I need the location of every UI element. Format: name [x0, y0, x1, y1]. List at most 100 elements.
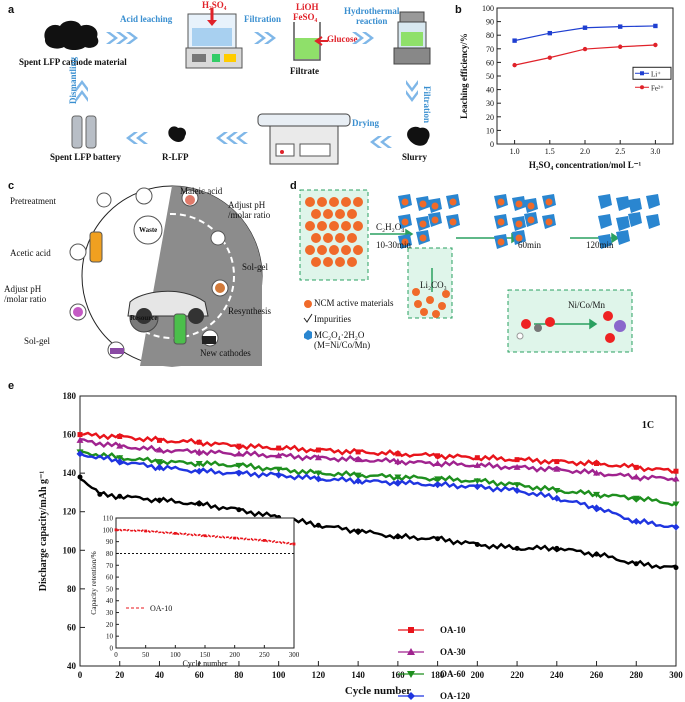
- x-tick-label: 180: [431, 670, 445, 680]
- data-point: [236, 443, 242, 449]
- ncm-particle: [335, 257, 345, 267]
- oxalate-crystal: [628, 198, 642, 213]
- data-point: [473, 478, 481, 485]
- inset-y-tick-label: 50: [106, 585, 114, 593]
- inset-x-axis-label: Cycle number: [182, 659, 227, 668]
- ncm-core: [515, 234, 523, 242]
- x-axis-label: H₂SO₄ concentration/mol L⁻¹: [529, 160, 642, 170]
- data-point: [196, 439, 202, 445]
- y-tick-label: 120: [63, 507, 77, 517]
- label-hydrothermal: Hydrothermal: [344, 6, 400, 16]
- data-point: [235, 469, 243, 477]
- series-OA-60: [76, 449, 680, 508]
- y-tick-label: 60: [486, 58, 494, 67]
- x-tick-label: 220: [510, 670, 524, 680]
- ncm-particle: [341, 197, 351, 207]
- ncm-particle: [353, 197, 363, 207]
- label-maleic: Maleic acid: [180, 186, 223, 196]
- data-point: [116, 458, 124, 466]
- y-tick-label: 100: [482, 4, 494, 13]
- ncm-particle: [353, 245, 363, 255]
- inset-data-point: [173, 531, 177, 535]
- ncm-particle: [341, 245, 351, 255]
- label-filtrate: Filtrate: [290, 66, 319, 76]
- data-point: [553, 488, 561, 494]
- data-point: [434, 476, 442, 483]
- ncm-particle: [305, 197, 315, 207]
- ncm-core: [527, 202, 535, 210]
- label-h2so4: H₂SO₄: [202, 0, 227, 10]
- data-point: [195, 467, 203, 475]
- arrow-icon: [314, 36, 328, 46]
- data-point: [156, 437, 162, 443]
- data-point: [155, 459, 163, 466]
- data-point: [156, 497, 162, 503]
- label-resource: Resource: [130, 314, 158, 322]
- y-axis-label: Leaching efficiency/%: [459, 33, 469, 119]
- label-reaction: reaction: [356, 16, 388, 26]
- data-point: [473, 483, 481, 491]
- series-line: [79, 451, 677, 529]
- x-tick-label: 240: [550, 670, 564, 680]
- data-point: [117, 434, 123, 439]
- legend-marker: [407, 648, 415, 655]
- y-tick-label: 40: [67, 661, 77, 671]
- data-point: [355, 528, 361, 534]
- data-point: [618, 44, 623, 49]
- rlfp-powder-icon: [168, 126, 187, 142]
- inset-x-tick-label: 100: [170, 651, 181, 659]
- plot-frame: [79, 395, 677, 667]
- ncm-particle: [305, 221, 315, 231]
- inset-data-point: [144, 529, 148, 533]
- data-point: [434, 460, 442, 466]
- oxalate-crystal: [616, 196, 630, 211]
- data-point: [77, 474, 83, 480]
- oxalate-crystal: [616, 230, 630, 245]
- ncm-particle: [311, 209, 321, 219]
- oxalate-crystal: [646, 194, 660, 209]
- inset-y-tick-label: 30: [106, 609, 114, 617]
- inset-y-tick-label: 60: [106, 574, 114, 582]
- data-point: [547, 30, 552, 36]
- data-point: [354, 477, 362, 485]
- label-time-1: 10-30min: [376, 240, 411, 250]
- ncm-particle: [329, 197, 339, 207]
- series-OA-GS: [77, 474, 679, 571]
- label-60min: 60min: [518, 240, 542, 250]
- data-point: [155, 463, 163, 471]
- legend-marker: [407, 692, 415, 700]
- data-point: [394, 474, 402, 481]
- y-tick-label: 10: [486, 126, 494, 135]
- ncm-particle: [317, 245, 327, 255]
- oxalate-crystal: [646, 214, 660, 229]
- battery-icon: [71, 115, 97, 149]
- ncm-core: [419, 200, 427, 208]
- data-point: [672, 475, 680, 482]
- data-point: [395, 534, 401, 540]
- label-filtration: Filtration: [244, 14, 281, 24]
- x-tick-label: 300: [669, 670, 683, 680]
- y-tick-label: 20: [486, 113, 494, 122]
- data-point: [672, 523, 680, 531]
- data-point: [76, 436, 84, 443]
- legend-marker: [640, 71, 644, 76]
- data-point: [673, 565, 679, 571]
- series-line: [79, 431, 677, 474]
- data-point: [474, 455, 480, 461]
- ncm-particle: [335, 209, 345, 219]
- x-tick-label: 140: [351, 670, 365, 680]
- label-waste: Waste: [139, 226, 158, 234]
- x-tick-label: 280: [630, 670, 644, 680]
- label-resynthesis: Resynthesis: [228, 306, 272, 316]
- inset-y-tick-label: 100: [103, 526, 114, 534]
- y-tick-label: 160: [63, 430, 77, 440]
- data-point: [673, 468, 679, 474]
- data-point: [582, 46, 588, 52]
- label-120min: 120min: [586, 240, 614, 250]
- ncm-particle: [311, 233, 321, 243]
- y-tick-label: 100: [63, 545, 77, 555]
- inset-y-tick-label: 20: [106, 621, 114, 629]
- legend-mc2o4: MC₂O₄·2H₂O: [314, 330, 365, 340]
